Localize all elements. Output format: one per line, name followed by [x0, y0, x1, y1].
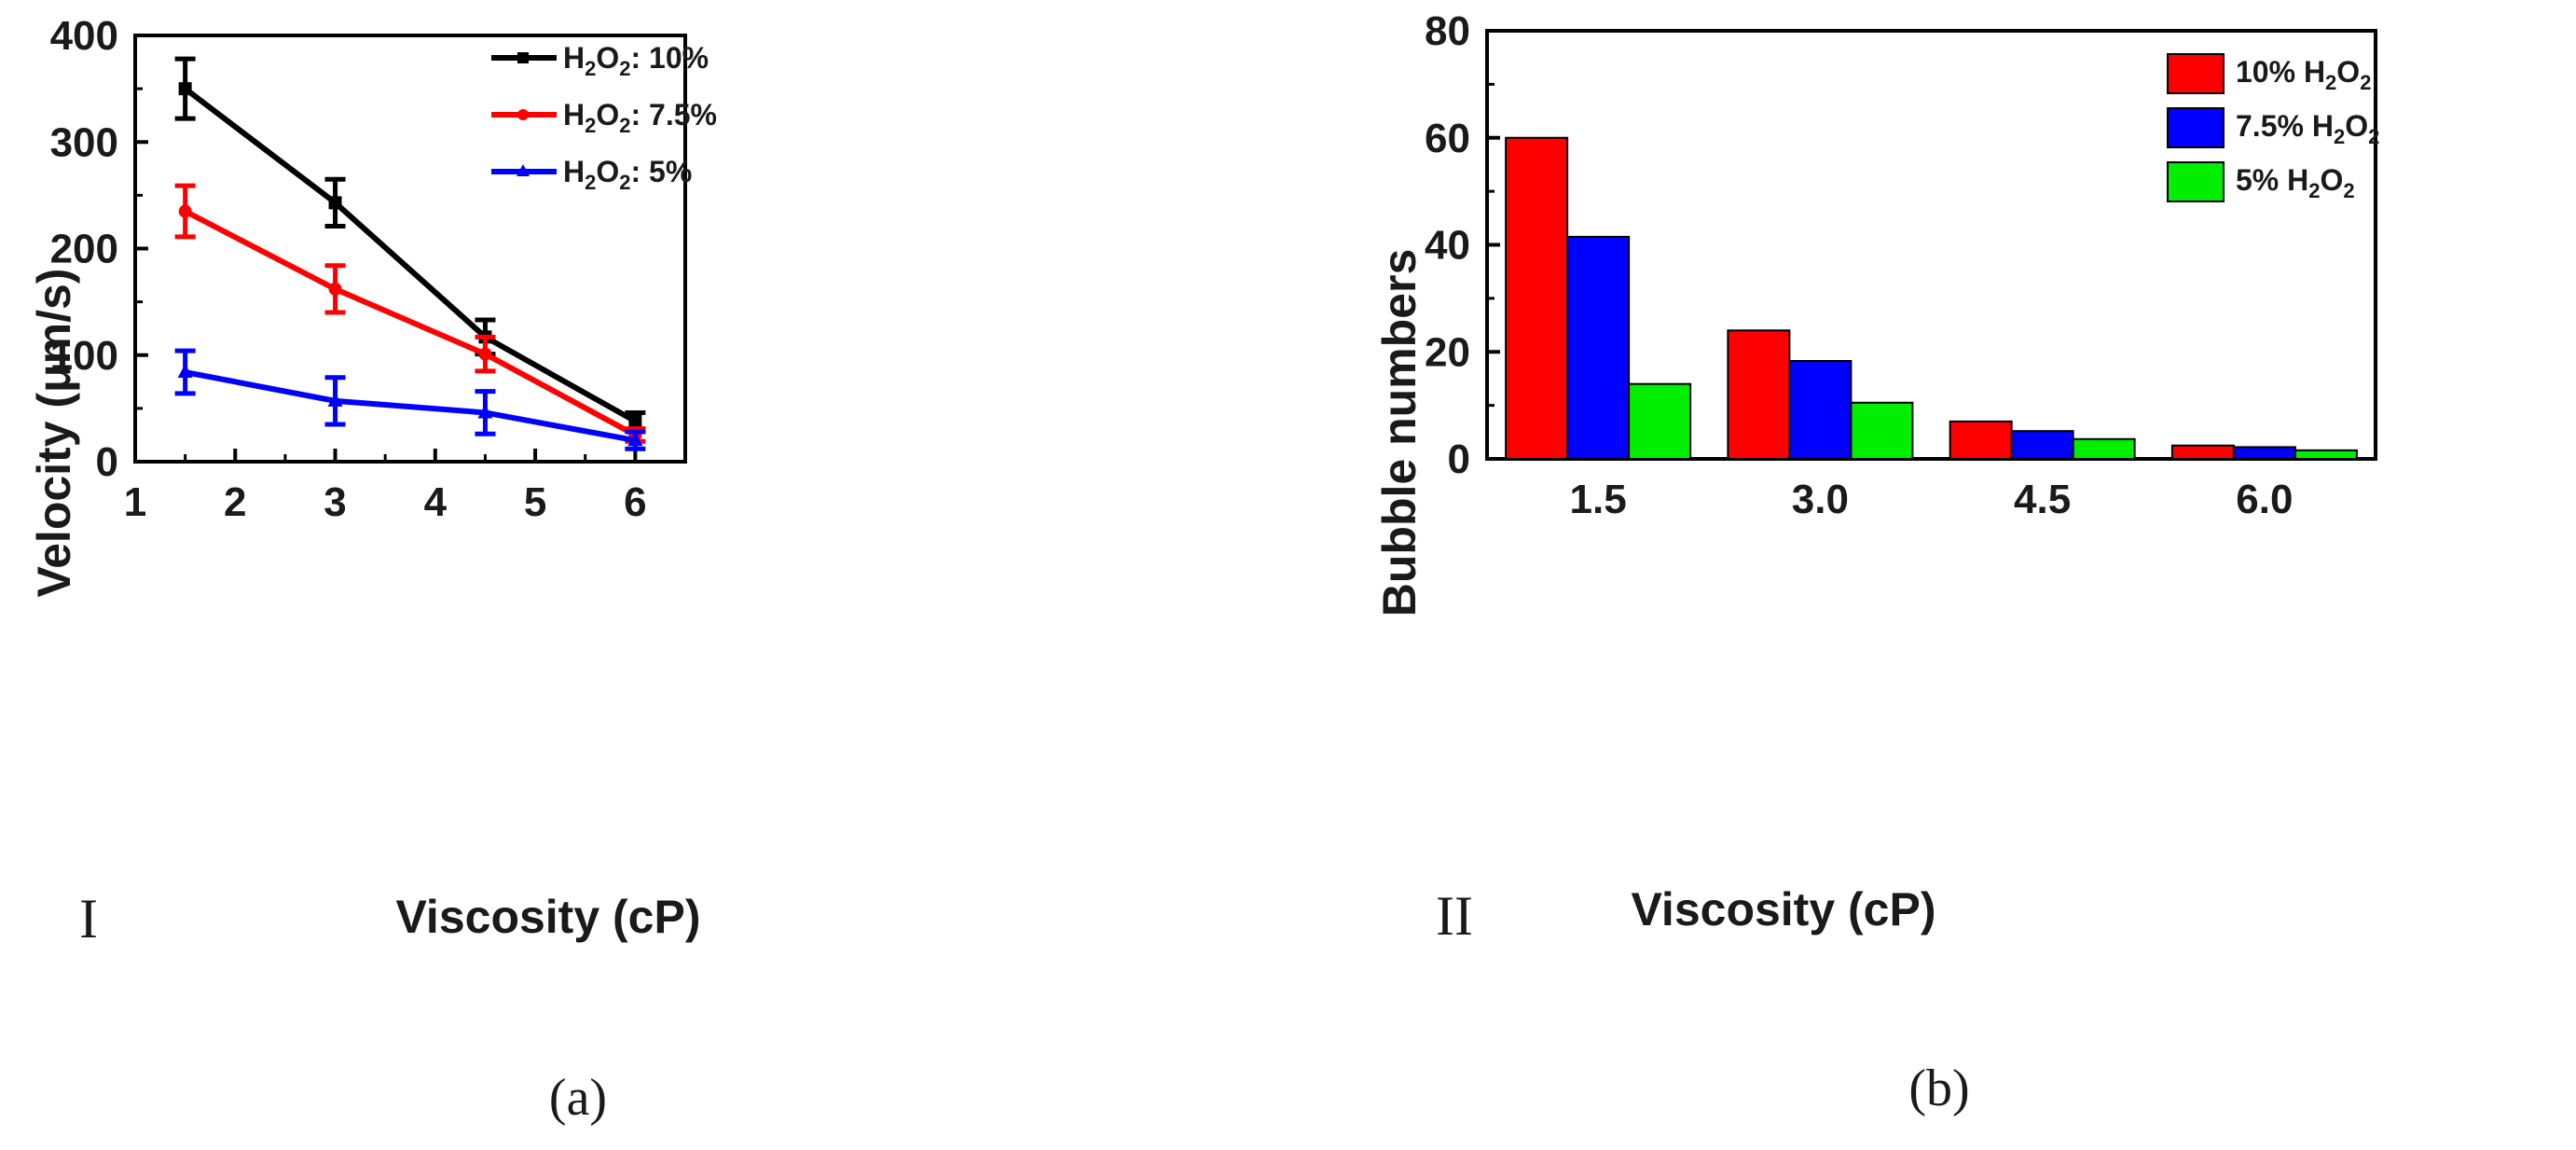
panel-a-x-tick-label: 6 [624, 479, 646, 525]
panel-b-numeral: II [1436, 885, 1473, 947]
panel-b-x-tick-label: 3.0 [1792, 477, 1849, 522]
panel-a-legend-label-legend-suffix: : 7.5% [631, 98, 717, 132]
panel-b-legend-label-legend-sub1: 2 [2308, 179, 2320, 202]
panel-b-bar [2072, 437, 2136, 460]
panel-b-legend-swatch [2167, 161, 2225, 202]
panel-a-legend-label-legend-sub2: 2 [619, 57, 630, 80]
panel-a-data-point [178, 204, 192, 218]
panel-a-legend-label-legend-prefix: H [563, 155, 585, 188]
panel-b-legend-label-legend-sub2: 2 [2368, 125, 2379, 148]
panel-a-y-tick-label: 300 [50, 119, 118, 165]
panel-a-caption: (a) [549, 1069, 607, 1127]
panel-a-y-tick-label: 400 [50, 13, 118, 59]
panel-b-bar [2232, 446, 2296, 461]
panel-a-legend-label-legend-sub1: 2 [585, 114, 596, 137]
panel-a-data-point [478, 347, 492, 361]
panel-b-bar [1949, 420, 2013, 460]
panel-b-legend-label: 10% H2O2 [2236, 55, 2371, 94]
panel-b-bar [2294, 449, 2358, 461]
panel-b-bar [1566, 235, 1631, 460]
panel-a-series-line [183, 86, 637, 424]
panel-b-y-tick-label: 40 [1425, 223, 1470, 269]
panel-a-legend-label: H2O2: 10% [563, 41, 709, 80]
panel-a-series-line [184, 208, 637, 438]
panel-a-series-line [185, 369, 636, 444]
panel-a-data-point [477, 404, 493, 419]
panel-b-legend-label: 5% H2O2 [2236, 163, 2355, 202]
panel-b-legend-label-legend-sub2: 2 [2343, 179, 2354, 202]
panel-a-x-tick-label: 5 [524, 479, 546, 525]
panel-a-data-point [328, 282, 342, 296]
panel-b-bar [1505, 136, 1569, 460]
panel-b-bar [1850, 401, 1914, 461]
panel-a-x-tick-label: 2 [224, 479, 246, 525]
panel-a-data-point [627, 432, 643, 447]
panel-b-bar [1628, 382, 1692, 460]
panel-a-y-tick-label: 100 [50, 333, 118, 379]
panel-a-legend-label-legend-suffix: : 5% [631, 155, 693, 188]
panel-a-x-tick-label: 1 [124, 479, 146, 525]
panel-a-legend-label-legend-sub1: 2 [585, 171, 596, 194]
panel-a-legend-label-legend-mid: O [596, 41, 619, 75]
panel-a-x-tick-label: 4 [424, 479, 448, 525]
panel-a-y-axis-title: Velocity (μm/s) [28, 269, 80, 598]
panel-b-legend-label-legend-prefix: 7.5% H [2236, 109, 2334, 143]
panel-a-y-tick-label: 200 [50, 227, 118, 272]
panel-a-legend-label: H2O2: 5% [563, 155, 692, 194]
panel-b-y-tick-label: 20 [1425, 329, 1470, 375]
panel-b-legend-label-legend-sub2: 2 [2360, 71, 2371, 94]
panel-a-data-point [178, 82, 192, 96]
panel-a-data-point [177, 364, 193, 379]
panel-a-data-point [328, 196, 342, 210]
panel-a-legend-label-legend-mid: O [596, 155, 619, 188]
panel-a-y-tick-label: 0 [96, 439, 118, 485]
panel-a-legend-label-legend-suffix: : 10% [631, 41, 709, 75]
panel-a-legend-label-legend-sub2: 2 [619, 114, 630, 137]
panel-b-bar-chart: Viscosity (cP) Bubble numbers II (b) 0 20… [1373, 8, 2379, 1117]
panel-b-legend-label-legend-sub1: 2 [2334, 125, 2345, 148]
panel-b-y-tick-label: 60 [1425, 116, 1470, 161]
panel-b-caption: (b) [1908, 1060, 1969, 1117]
panel-b-bar [2170, 444, 2235, 460]
panel-a-data-point [628, 414, 642, 428]
panel-b-legend-label-legend-mid: O [2336, 55, 2360, 89]
panel-b-y-tick-label: 0 [1448, 436, 1470, 482]
panel-a-legend-label: H2O2: 7.5% [563, 98, 717, 137]
panel-a-x-axis-title: Viscosity (cP) [395, 891, 700, 943]
panel-a-legend-label-legend-prefix: H [563, 41, 585, 75]
panel-a-x-tick-label: 3 [324, 479, 346, 525]
panel-b-legend-label-legend-sub1: 2 [2325, 71, 2336, 94]
panel-a-data-point [327, 392, 343, 407]
panel-b-legend-label-legend-mid: O [2345, 109, 2368, 143]
panel-b-x-tick-label: 6.0 [2236, 477, 2293, 522]
panel-b-legend-label-legend-prefix: 10% H [2236, 55, 2325, 89]
panel-a-legend-marker [517, 52, 529, 63]
panel-b-y-axis-title: Bubble numbers [1373, 249, 1426, 617]
panel-b-x-tick-label: 4.5 [2014, 477, 2071, 522]
panel-b-legend-label-legend-prefix: 5% H [2236, 163, 2308, 197]
panel-b-bar [2010, 430, 2074, 461]
panel-b-y-tick-label: 80 [1425, 8, 1470, 54]
panel-b-legend-label: 7.5% H2O2 [2236, 109, 2379, 148]
panel-b-bar [1727, 329, 1791, 460]
panel-a-legend-marker [517, 164, 530, 176]
panel-b-legend-swatch [2167, 53, 2225, 94]
panel-a-legend-label-legend-sub2: 2 [619, 171, 630, 194]
panel-b-legend-swatch [2167, 107, 2225, 148]
panel-b-bar [1788, 360, 1853, 460]
panel-b-legend-label-legend-mid: O [2321, 163, 2344, 197]
panel-a-numeral: I [79, 888, 98, 949]
panel-a-legend-marker [517, 109, 529, 120]
panel-b-x-axis-title: Viscosity (cP) [1631, 883, 1935, 935]
panel-a-legend-label-legend-prefix: H [563, 98, 585, 132]
panel-a-legend-label-legend-mid: O [596, 98, 619, 132]
panel-a-line-chart: Viscosity (cP) Velocity (μm/s) I (a) 1 2 3… [28, 13, 717, 1127]
panel-b-x-tick-label: 1.5 [1570, 477, 1627, 522]
panel-a-legend-label-legend-sub1: 2 [585, 57, 596, 80]
